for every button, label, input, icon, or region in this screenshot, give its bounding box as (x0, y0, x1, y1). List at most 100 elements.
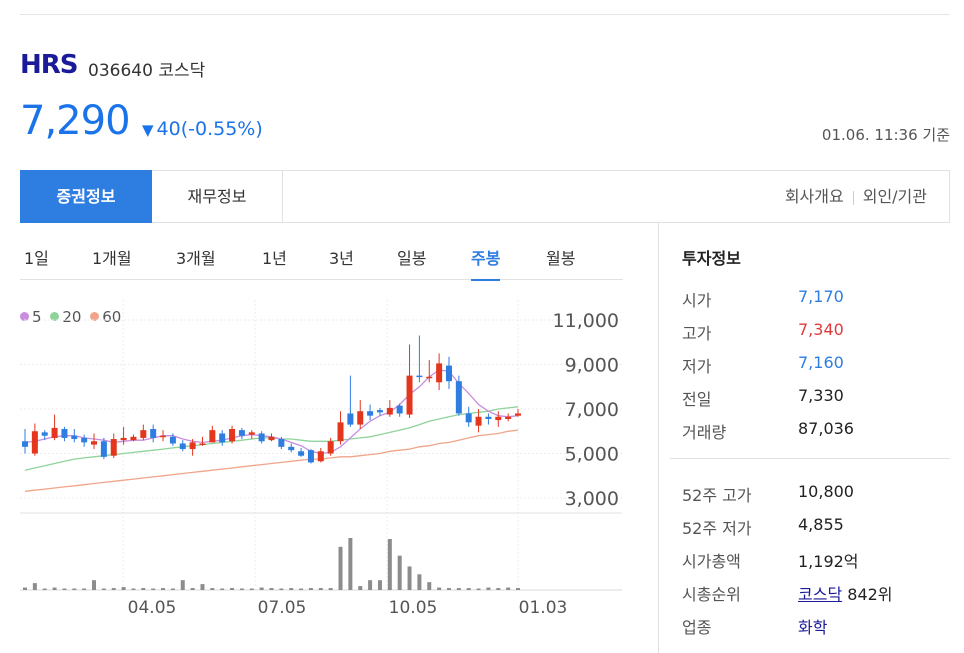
volume-bar (476, 588, 481, 590)
period-1day[interactable]: 1일 (24, 249, 49, 268)
candle-body (81, 437, 88, 443)
row-value: 코스닥 842위 (798, 581, 893, 605)
volume-bar (101, 588, 106, 590)
legend-ma20: 20 (50, 308, 81, 326)
candle-body (189, 442, 196, 450)
candle-body (376, 410, 383, 413)
row-value: 7,340 (798, 320, 844, 339)
candle-body (110, 439, 117, 456)
volume-bar (269, 588, 274, 590)
tab-financials[interactable]: 재무정보 (152, 170, 283, 223)
volume-bar (387, 538, 392, 590)
rank-value: 842위 (847, 585, 893, 604)
invest-row-52w-high: 52주 고가 10,800 (682, 482, 854, 506)
period-3month[interactable]: 3개월 (176, 249, 216, 268)
volume-bar (427, 582, 432, 590)
link-company-overview[interactable]: 회사개요 (784, 187, 844, 206)
candle-body (268, 436, 275, 441)
volume-bar (121, 587, 126, 590)
candle-body (367, 411, 374, 416)
y-tick-label: 5,000 (565, 444, 619, 466)
row-value: 10,800 (798, 482, 854, 501)
candle-body (209, 430, 216, 443)
info-tabbar: 증권정보 재무정보 회사개요 외인/기관 (20, 170, 950, 223)
volume-bar (348, 538, 353, 590)
volume-bar (180, 580, 185, 590)
legend-ma5-label: 5 (32, 308, 42, 326)
candle-body (31, 431, 38, 454)
row-label: 52주 고가 (682, 486, 752, 505)
invest-row-low: 저가 7,160 (682, 353, 844, 377)
volume-bar (92, 580, 97, 590)
candle-body (61, 429, 68, 438)
row-label: 고가 (682, 324, 712, 343)
ma60-line (24, 429, 519, 492)
volume-bar (190, 588, 195, 590)
price-chart[interactable]: 11,000 9,000 7,000 5,000 3,000 04.05 07.05 10.0… (0, 290, 640, 625)
panel-divider (658, 223, 659, 653)
candle-body (248, 432, 255, 435)
legend-dot-icon (20, 312, 29, 321)
x-tick-label: 04.05 (128, 598, 177, 618)
volume-bar (308, 588, 313, 590)
period-monthly[interactable]: 월봉 (546, 249, 576, 268)
volume-bar (506, 587, 511, 590)
link-separator (852, 190, 854, 205)
x-tick-label: 07.05 (258, 598, 307, 618)
candle-body (436, 363, 443, 383)
volume-bar (466, 588, 471, 590)
row-label: 52주 저가 (682, 519, 752, 538)
candle-body (41, 432, 48, 436)
row-value: 7,330 (798, 386, 844, 405)
volume-bar (338, 546, 343, 590)
row-label: 시가 (682, 291, 712, 310)
row-value: 4,855 (798, 515, 844, 534)
as-of-time: 01.06. 11:36 기준 (821, 126, 950, 144)
volume-bar (496, 588, 501, 590)
period-daily[interactable]: 일봉 (397, 249, 427, 268)
market-link[interactable]: 코스닥 (798, 585, 843, 604)
market-name: 코스닥 (158, 61, 206, 81)
volume-bar (486, 587, 491, 590)
row-label: 저가 (682, 357, 712, 376)
legend-dot-icon (50, 312, 60, 321)
volume-bar (289, 588, 294, 590)
legend-ma60: 60 (90, 308, 121, 326)
volume-bar (417, 574, 422, 590)
volume-bar (42, 588, 47, 590)
stock-name[interactable]: HRS (20, 50, 79, 80)
period-3year[interactable]: 3년 (329, 249, 354, 268)
candle-body (71, 435, 78, 440)
candle-body (327, 441, 334, 454)
candle-body (100, 441, 107, 457)
volume-bar (72, 588, 77, 590)
volume-bar (220, 588, 225, 590)
row-value: 화학 (798, 618, 828, 637)
candle-body (140, 430, 147, 438)
period-1month[interactable]: 1개월 (92, 249, 132, 268)
candle-body (288, 446, 295, 451)
top-divider (20, 14, 950, 15)
volume-bar (318, 588, 323, 590)
volume-bar (328, 588, 333, 590)
candle-body (495, 416, 502, 421)
volume-bar (377, 580, 382, 590)
candle-body (357, 411, 364, 425)
candle-body (445, 365, 452, 382)
candle-body (169, 436, 176, 444)
ma-legend: 5 20 60 (20, 308, 125, 326)
period-1year[interactable]: 1년 (262, 249, 287, 268)
candle-body (505, 416, 512, 420)
candle-body (258, 433, 265, 442)
legend-dot-icon (90, 312, 100, 321)
period-weekly[interactable]: 주봉 (471, 245, 501, 281)
invest-row-open: 시가 7,170 (682, 287, 844, 311)
invest-row-market-cap: 시가총액 1,192억 (682, 548, 859, 572)
link-foreign-institution[interactable]: 외인/기관 (862, 187, 927, 206)
candle-body (307, 450, 314, 463)
stock-code-market: 036640 코스닥 (88, 56, 205, 81)
tab-securities[interactable]: 증권정보 (20, 170, 152, 223)
candle-body (386, 407, 393, 415)
volume-bar (407, 566, 412, 590)
volume-bar (368, 580, 373, 590)
